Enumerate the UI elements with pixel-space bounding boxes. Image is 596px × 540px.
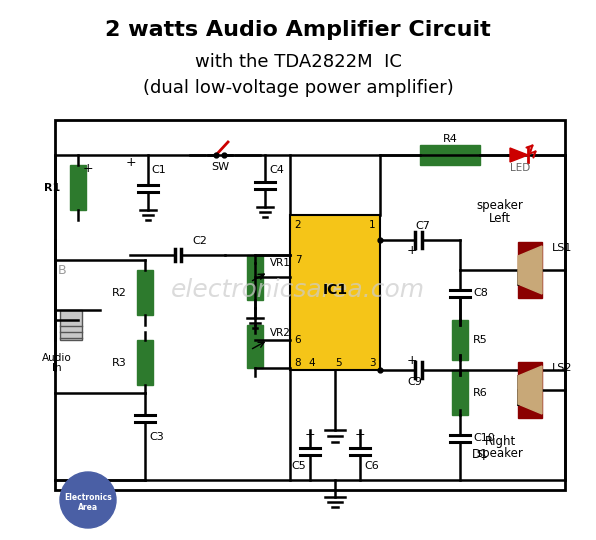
Text: C9: C9: [408, 377, 423, 387]
Text: 2 watts Audio Amplifier Circuit: 2 watts Audio Amplifier Circuit: [105, 20, 491, 40]
Polygon shape: [518, 366, 542, 414]
Text: C10: C10: [473, 433, 495, 443]
Polygon shape: [518, 246, 542, 294]
Bar: [420, 145, 480, 165]
Text: LS2: LS2: [552, 363, 573, 373]
Text: VR1: VR1: [270, 258, 291, 268]
Text: +: +: [83, 161, 94, 174]
Text: C8: C8: [473, 288, 488, 298]
Text: C4: C4: [269, 165, 284, 175]
Bar: [452, 370, 468, 415]
Text: B: B: [58, 264, 66, 276]
Bar: [247, 255, 263, 300]
Bar: [290, 215, 380, 370]
Text: Right: Right: [485, 435, 516, 449]
Text: 5: 5: [335, 358, 342, 368]
Text: SW: SW: [211, 162, 229, 172]
Text: with the TDA2822M  IC: with the TDA2822M IC: [194, 53, 402, 71]
Text: R5: R5: [473, 335, 488, 345]
Text: C1: C1: [151, 165, 166, 175]
Text: 7: 7: [294, 255, 302, 265]
Bar: [55, 120, 565, 490]
Text: 4: 4: [309, 358, 315, 368]
Text: +: +: [406, 354, 417, 367]
Bar: [452, 320, 468, 360]
Text: In: In: [52, 363, 62, 373]
Text: +: +: [125, 157, 136, 170]
Polygon shape: [510, 148, 528, 162]
Text: C6: C6: [364, 461, 378, 471]
Bar: [518, 242, 542, 298]
Text: LS1: LS1: [552, 243, 572, 253]
Text: R4: R4: [443, 134, 458, 144]
Text: C2: C2: [193, 236, 207, 246]
Bar: [137, 270, 153, 315]
Text: R2: R2: [112, 288, 127, 298]
Text: R6: R6: [473, 388, 488, 398]
Text: C7: C7: [415, 221, 430, 231]
Circle shape: [60, 472, 116, 528]
Text: 8: 8: [294, 358, 302, 368]
Text: +: +: [406, 244, 417, 256]
Text: 2: 2: [294, 220, 302, 230]
Text: 3: 3: [369, 358, 375, 368]
Text: Left: Left: [489, 212, 511, 225]
Text: Area: Area: [78, 503, 98, 512]
Bar: [137, 340, 153, 385]
Text: +: +: [355, 429, 365, 442]
Text: +: +: [305, 429, 315, 442]
Bar: [60, 310, 82, 340]
Bar: [247, 325, 263, 368]
Bar: [518, 362, 542, 418]
Text: C5: C5: [291, 461, 306, 471]
Text: Audio: Audio: [42, 353, 72, 363]
Text: (dual low-voltage power amplifier): (dual low-voltage power amplifier): [142, 79, 454, 97]
Text: Electronics: Electronics: [64, 494, 112, 503]
Text: VR2: VR2: [270, 328, 291, 338]
Text: 1: 1: [369, 220, 375, 230]
Text: electronicsarea.com: electronicsarea.com: [171, 278, 425, 302]
Text: speaker: speaker: [477, 448, 523, 461]
Text: LED: LED: [510, 163, 530, 173]
Text: speaker: speaker: [477, 199, 523, 213]
Text: D1: D1: [471, 449, 488, 462]
Text: 6: 6: [294, 335, 302, 345]
Text: IC1: IC1: [322, 283, 347, 297]
Text: C3: C3: [149, 432, 164, 442]
Text: R3: R3: [112, 358, 127, 368]
Bar: [70, 165, 86, 210]
Text: R1: R1: [44, 183, 60, 193]
